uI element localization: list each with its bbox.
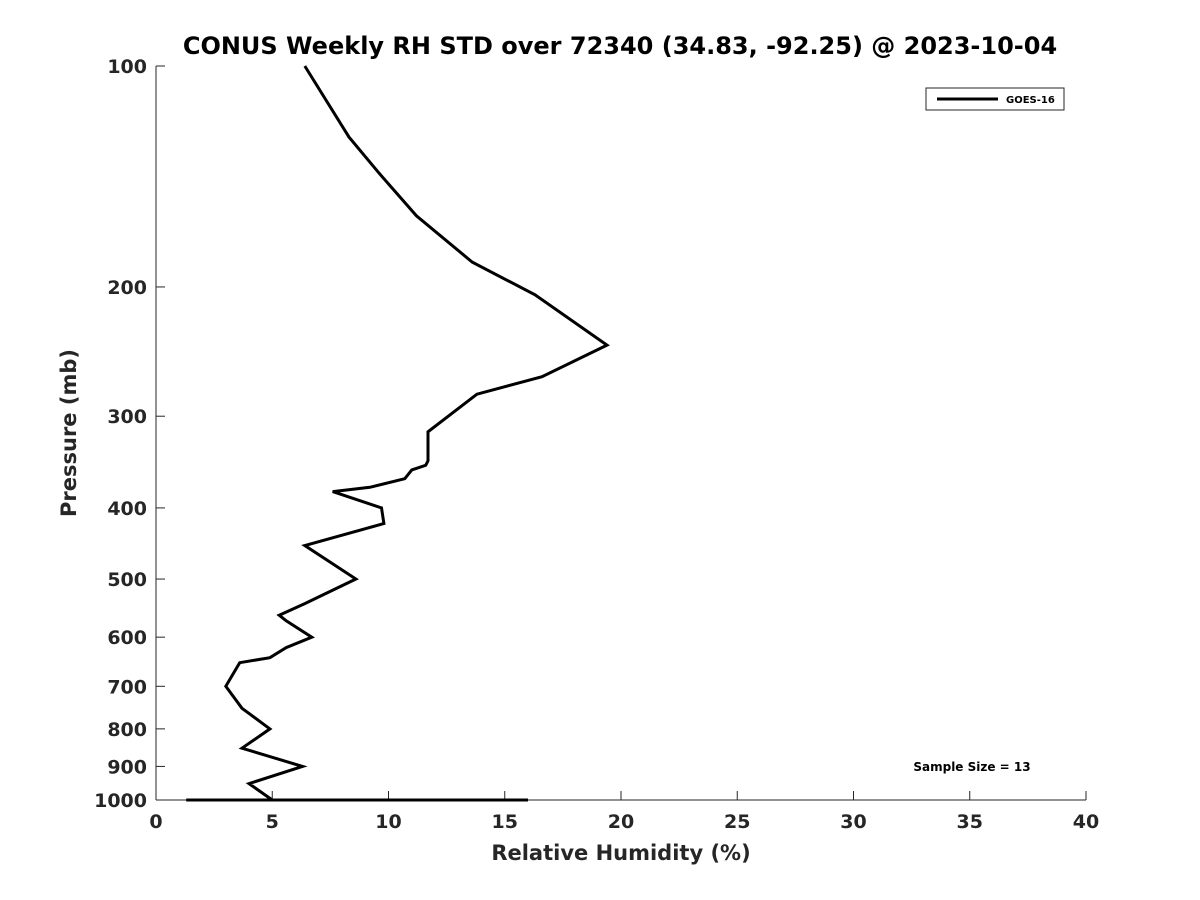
y-tick-label: 700 bbox=[107, 676, 147, 698]
y-axis-label: Pressure (mb) bbox=[57, 349, 81, 517]
x-tick-label: 15 bbox=[492, 811, 518, 833]
y-tick-label: 500 bbox=[107, 569, 147, 591]
legend: GOES-16 bbox=[925, 87, 1065, 111]
x-tick-label: 25 bbox=[724, 811, 750, 833]
x-tick-label: 40 bbox=[1073, 811, 1099, 833]
series-group bbox=[186, 65, 610, 802]
legend-entry: GOES-16 bbox=[1006, 95, 1055, 106]
x-tick-label: 35 bbox=[957, 811, 983, 833]
x-tick-label: 20 bbox=[608, 811, 634, 833]
y-tick-label: 200 bbox=[107, 277, 147, 299]
x-tick-label: 30 bbox=[840, 811, 866, 833]
series-line-0 bbox=[186, 65, 610, 802]
chart-title: CONUS Weekly RH STD over 72340 (34.83, -… bbox=[183, 32, 1057, 60]
y-tick-label: 300 bbox=[107, 406, 147, 428]
x-ticks: 0 5 10 15 20 25 30 35 40 bbox=[149, 791, 1099, 833]
y-tick-label: 100 bbox=[107, 56, 147, 78]
x-axis-label: Relative Humidity (%) bbox=[491, 841, 750, 865]
x-tick-label: 0 bbox=[149, 811, 162, 833]
y-tick-label: 1000 bbox=[94, 790, 147, 812]
y-ticks: 100 200 300 400 500 600 700 800 900 1000 bbox=[94, 56, 165, 812]
x-tick-label: 5 bbox=[266, 811, 279, 833]
sample-size-annotation: Sample Size = 13 bbox=[913, 760, 1030, 774]
y-tick-label: 400 bbox=[107, 498, 147, 520]
y-tick-label: 600 bbox=[107, 627, 147, 649]
axes bbox=[155, 66, 1086, 801]
y-tick-label: 900 bbox=[107, 756, 147, 778]
x-tick-label: 10 bbox=[375, 811, 401, 833]
y-tick-label: 800 bbox=[107, 719, 147, 741]
